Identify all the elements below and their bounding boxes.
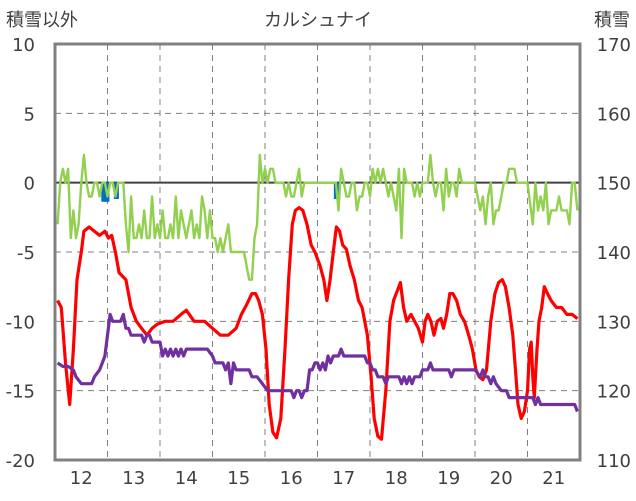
series-line-0	[56, 206, 579, 441]
right-tick-label: 110	[597, 451, 631, 472]
x-tick-label: 20	[490, 468, 513, 489]
x-tick-label: 17	[332, 468, 355, 489]
right-tick-label: 170	[597, 35, 631, 56]
left-axis-ticks: 10 5 0 -5 -10 -15 -20	[6, 35, 35, 472]
right-axis-label: 積雪	[594, 10, 630, 31]
right-tick-label: 130	[597, 312, 631, 333]
series-lines	[56, 153, 579, 441]
x-tick-label: 12	[70, 468, 93, 489]
precipitation-bar	[101, 182, 107, 202]
x-axis-ticks: 12 13 14 15 16 17 18 19 20 21	[70, 468, 565, 489]
x-tick-label: 16	[280, 468, 303, 489]
chart-title: カルシュナイ	[264, 10, 372, 31]
left-tick-label: -15	[6, 382, 35, 403]
left-axis-label: 積雪以外	[6, 10, 78, 31]
left-tick-label: 0	[24, 174, 35, 195]
right-tick-label: 140	[597, 243, 631, 264]
left-tick-label: -20	[6, 451, 35, 472]
left-tick-label: 10	[12, 35, 35, 56]
right-axis-ticks: 170 160 150 140 130 120 110	[597, 35, 631, 472]
series-line-2	[56, 312, 579, 413]
series-line-1	[56, 153, 579, 281]
grid-lines	[55, 44, 580, 460]
left-tick-label: 5	[24, 104, 35, 125]
x-tick-label: 14	[175, 468, 198, 489]
x-tick-label: 21	[542, 468, 565, 489]
x-tick-label: 19	[437, 468, 460, 489]
x-tick-label: 15	[227, 468, 250, 489]
right-tick-label: 150	[597, 174, 631, 195]
x-tick-label: 18	[385, 468, 408, 489]
plot-frame	[53, 42, 582, 462]
left-tick-label: -5	[17, 243, 35, 264]
right-tick-label: 120	[597, 382, 631, 403]
x-tick-label: 13	[122, 468, 145, 489]
right-tick-label: 160	[597, 104, 631, 125]
left-tick-label: -10	[6, 312, 35, 333]
